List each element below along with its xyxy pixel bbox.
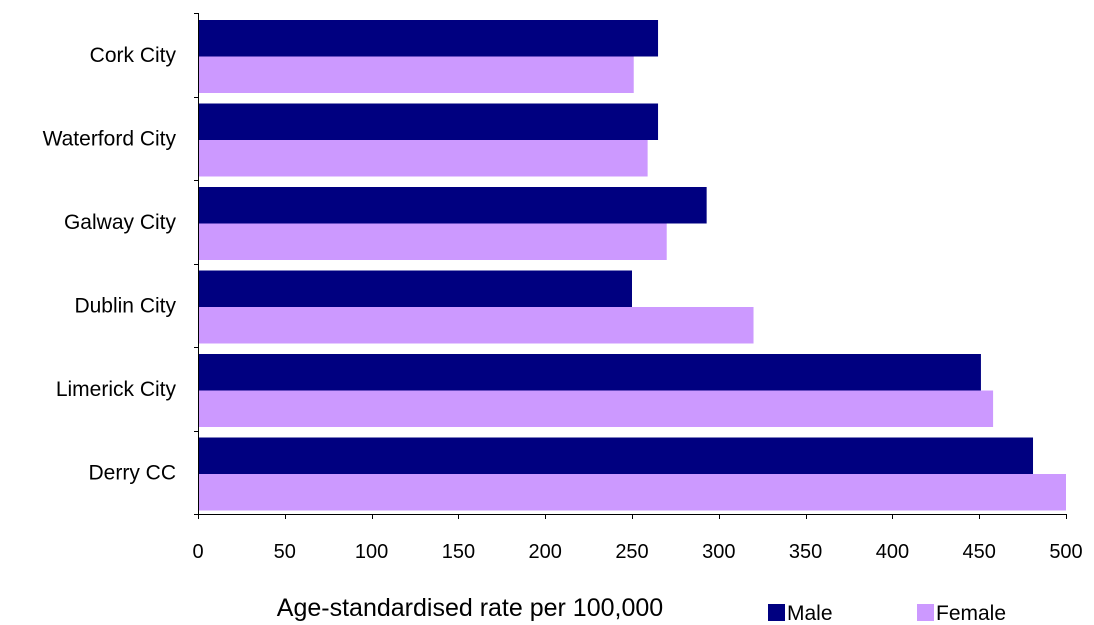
x-tick-labels: 0 50 100 150 200 250 300 350 400 450 500: [192, 541, 1082, 563]
x-tick-label-300: 300: [702, 541, 735, 563]
bars-group: [198, 20, 1066, 511]
bar-male-galway-city: [198, 187, 707, 224]
bar-female-limerick-city: [198, 390, 994, 427]
legend: Male Female: [768, 602, 1006, 625]
x-tick-label-0: 0: [192, 541, 203, 563]
x-tick-label-250: 250: [615, 541, 648, 563]
category-label-limerick-city: Limerick City: [56, 378, 177, 401]
bar-female-cork-city: [198, 56, 634, 93]
x-tick-label-400: 400: [876, 541, 909, 563]
x-tick-label-350: 350: [789, 541, 822, 563]
bar-female-galway-city: [198, 223, 667, 260]
bar-female-dublin-city: [198, 307, 754, 344]
legend-swatch-female: [917, 604, 934, 621]
category-label-dublin-city: Dublin City: [74, 294, 176, 317]
legend-label-female: Female: [936, 602, 1006, 625]
x-tick-label-100: 100: [355, 541, 388, 563]
legend-swatch-male: [768, 604, 785, 621]
category-label-waterford-city: Waterford City: [43, 127, 177, 150]
category-label-cork-city: Cork City: [90, 44, 177, 67]
category-labels: Cork City Waterford City Galway City Dublin…: [43, 44, 177, 485]
bar-female-derry-cc: [198, 474, 1066, 511]
legend-label-male: Male: [787, 602, 833, 625]
category-label-galway-city: Galway City: [64, 211, 177, 234]
x-tick-label-50: 50: [274, 541, 296, 563]
x-tick-label-500: 500: [1049, 541, 1082, 563]
bar-male-derry-cc: [198, 437, 1034, 474]
x-tick-label-150: 150: [442, 541, 475, 563]
x-tick-label-450: 450: [963, 541, 996, 563]
x-axis-title: Age-standardised rate per 100,000: [277, 594, 663, 622]
bar-male-dublin-city: [198, 270, 632, 307]
bar-female-waterford-city: [198, 140, 648, 177]
bar-male-waterford-city: [198, 103, 659, 140]
axes-group: [194, 13, 1067, 519]
bar-male-cork-city: [198, 20, 659, 57]
x-tick-label-200: 200: [529, 541, 562, 563]
category-label-derry-cc: Derry CC: [89, 461, 177, 484]
bar-male-limerick-city: [198, 354, 981, 391]
